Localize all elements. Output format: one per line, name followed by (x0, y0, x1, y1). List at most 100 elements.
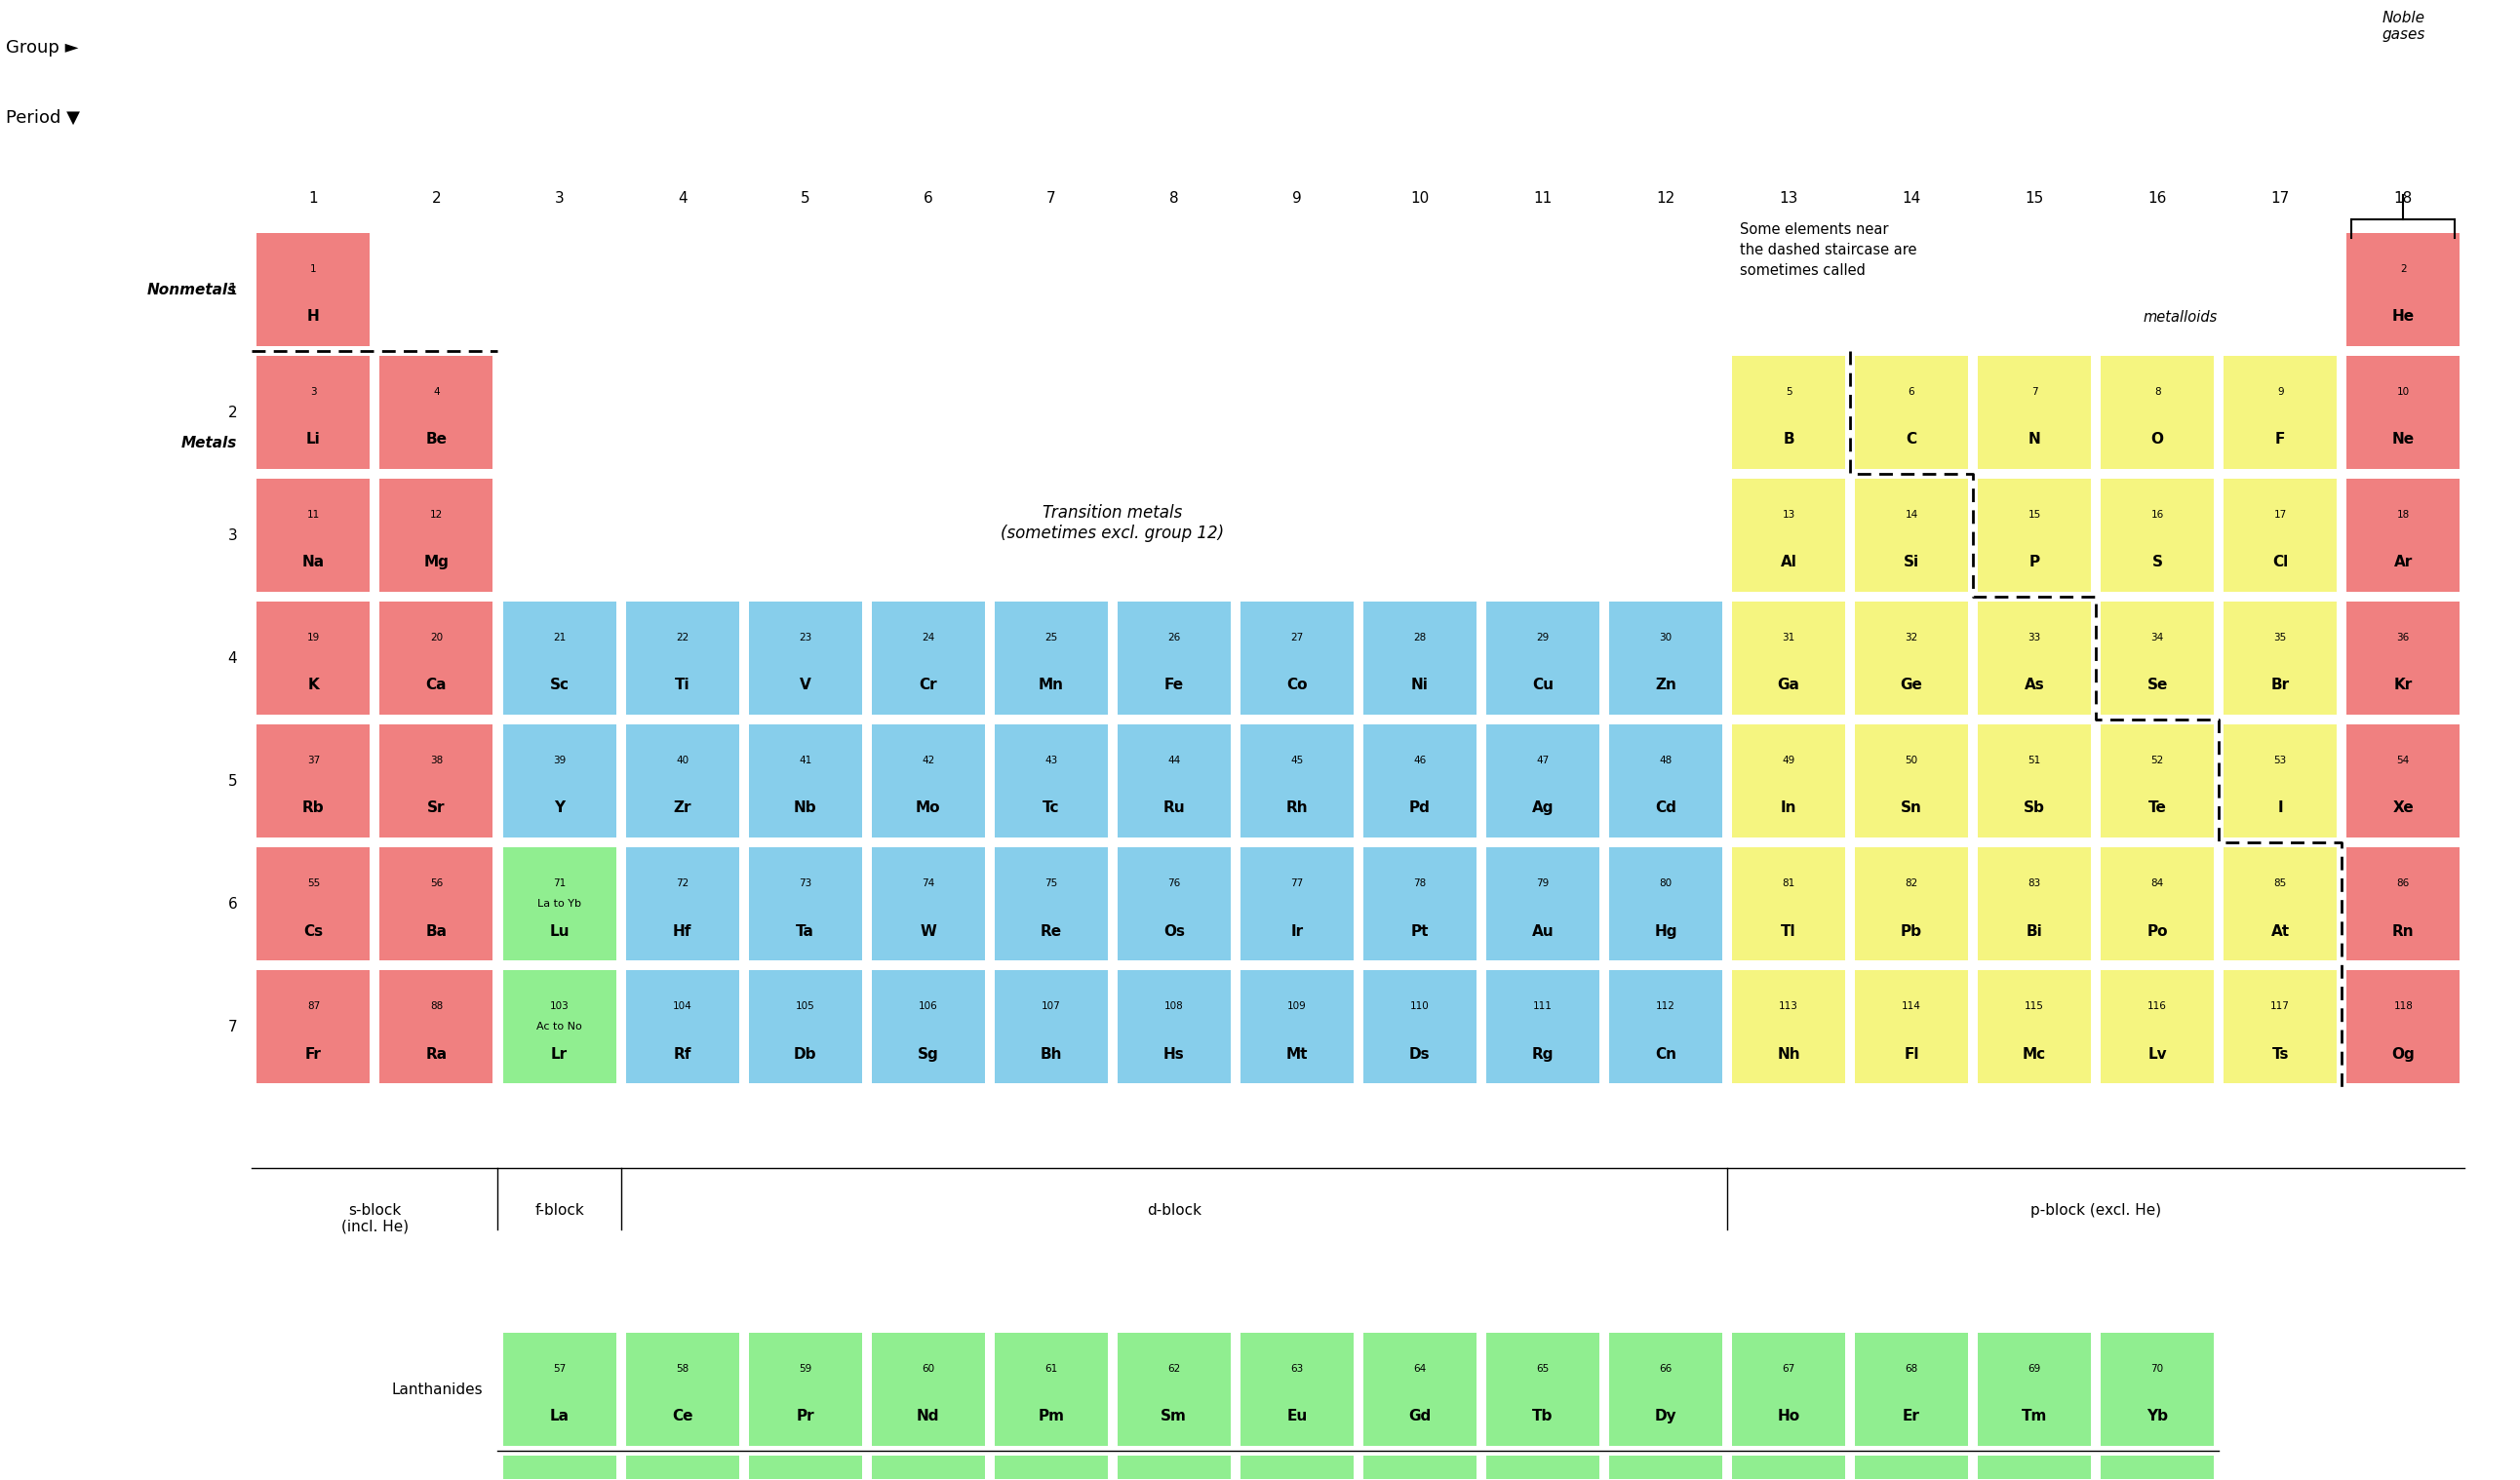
Bar (1240, 848, 1353, 961)
Text: Br: Br (2271, 678, 2291, 693)
Text: 32: 32 (1905, 632, 1918, 642)
Text: Yb: Yb (2147, 1409, 2167, 1424)
Bar (257, 725, 370, 838)
Bar (2346, 602, 2460, 715)
Bar (257, 971, 370, 1083)
Text: 44: 44 (1167, 755, 1179, 765)
Bar (2223, 848, 2336, 961)
Text: Rg: Rg (1532, 1046, 1555, 1061)
Bar (381, 602, 494, 715)
Text: Ca: Ca (426, 678, 446, 693)
Bar (504, 1456, 615, 1480)
Bar (1610, 725, 1721, 838)
Text: Te: Te (2147, 801, 2167, 815)
Bar (1731, 971, 1845, 1083)
Text: 12: 12 (431, 509, 444, 519)
Text: 26: 26 (1167, 632, 1179, 642)
Text: Nh: Nh (1777, 1046, 1799, 1061)
Bar (872, 1333, 985, 1446)
Text: N: N (2029, 432, 2041, 447)
Text: Zr: Zr (673, 801, 690, 815)
Text: 72: 72 (675, 878, 688, 888)
Bar (2346, 971, 2460, 1083)
Text: 8: 8 (2155, 386, 2160, 397)
Bar (2102, 480, 2215, 592)
Bar (1363, 1456, 1477, 1480)
Text: 40: 40 (675, 755, 688, 765)
Text: 37: 37 (307, 755, 320, 765)
Text: W: W (920, 924, 937, 938)
Text: Ga: Ga (1777, 678, 1799, 693)
Text: Ru: Ru (1162, 801, 1184, 815)
Bar (625, 1333, 738, 1446)
Bar (1731, 602, 1845, 715)
Text: Cu: Cu (1532, 678, 1552, 693)
Text: 2: 2 (2399, 263, 2407, 274)
Text: Sg: Sg (917, 1046, 940, 1061)
Bar (1116, 725, 1230, 838)
Bar (2102, 1333, 2215, 1446)
Text: 24: 24 (922, 632, 935, 642)
Text: 111: 111 (1532, 1000, 1552, 1011)
Bar (1487, 1456, 1600, 1480)
Bar (995, 848, 1109, 961)
Bar (257, 480, 370, 592)
Text: 4: 4 (678, 191, 688, 206)
Text: Fr: Fr (305, 1046, 323, 1061)
Text: 68: 68 (1905, 1363, 1918, 1373)
Bar (1855, 971, 1968, 1083)
Text: Ge: Ge (1900, 678, 1923, 693)
Text: Eu: Eu (1288, 1409, 1308, 1424)
Text: Ra: Ra (426, 1046, 446, 1061)
Bar (625, 1456, 738, 1480)
Text: 84: 84 (2152, 878, 2165, 888)
Text: Ts: Ts (2271, 1046, 2288, 1061)
Bar (381, 971, 494, 1083)
Text: 9: 9 (1293, 191, 1303, 206)
Bar (2346, 357, 2460, 469)
Text: 20: 20 (431, 632, 444, 642)
Text: 10: 10 (1411, 191, 1429, 206)
Bar (504, 1333, 615, 1446)
Text: Si: Si (1903, 555, 1920, 570)
Text: 113: 113 (1779, 1000, 1799, 1011)
Text: 74: 74 (922, 878, 935, 888)
Text: 83: 83 (2029, 878, 2041, 888)
Text: Ti: Ti (675, 678, 690, 693)
Text: 18: 18 (2397, 509, 2409, 519)
Text: Sr: Sr (428, 801, 446, 815)
Text: At: At (2271, 924, 2291, 938)
Text: La to Yb: La to Yb (537, 900, 582, 909)
Text: Er: Er (1903, 1409, 1920, 1424)
Text: 2: 2 (227, 406, 237, 420)
Text: 46: 46 (1414, 755, 1426, 765)
Text: 78: 78 (1414, 878, 1426, 888)
Text: 115: 115 (2024, 1000, 2044, 1011)
Text: 15: 15 (2026, 191, 2044, 206)
Text: Xe: Xe (2391, 801, 2414, 815)
Bar (1116, 602, 1230, 715)
Text: Sm: Sm (1162, 1409, 1187, 1424)
Text: Ds: Ds (1409, 1046, 1431, 1061)
Text: Fl: Fl (1905, 1046, 1920, 1061)
Text: 23: 23 (799, 632, 811, 642)
Text: 4: 4 (227, 651, 237, 666)
Text: 114: 114 (1903, 1000, 1920, 1011)
Text: Ta: Ta (796, 924, 814, 938)
Text: 12: 12 (1656, 191, 1676, 206)
Text: Sn: Sn (1900, 801, 1923, 815)
Bar (1731, 357, 1845, 469)
Bar (995, 1456, 1109, 1480)
Text: Se: Se (2147, 678, 2167, 693)
Bar (2223, 971, 2336, 1083)
Text: F: F (2276, 432, 2286, 447)
Text: 117: 117 (2271, 1000, 2291, 1011)
Bar (1610, 848, 1721, 961)
Text: 110: 110 (1411, 1000, 1429, 1011)
Text: 118: 118 (2394, 1000, 2414, 1011)
Text: Tm: Tm (2021, 1409, 2046, 1424)
Bar (2223, 725, 2336, 838)
Text: 1: 1 (310, 191, 318, 206)
Bar (748, 725, 862, 838)
Text: 67: 67 (1782, 1363, 1794, 1373)
